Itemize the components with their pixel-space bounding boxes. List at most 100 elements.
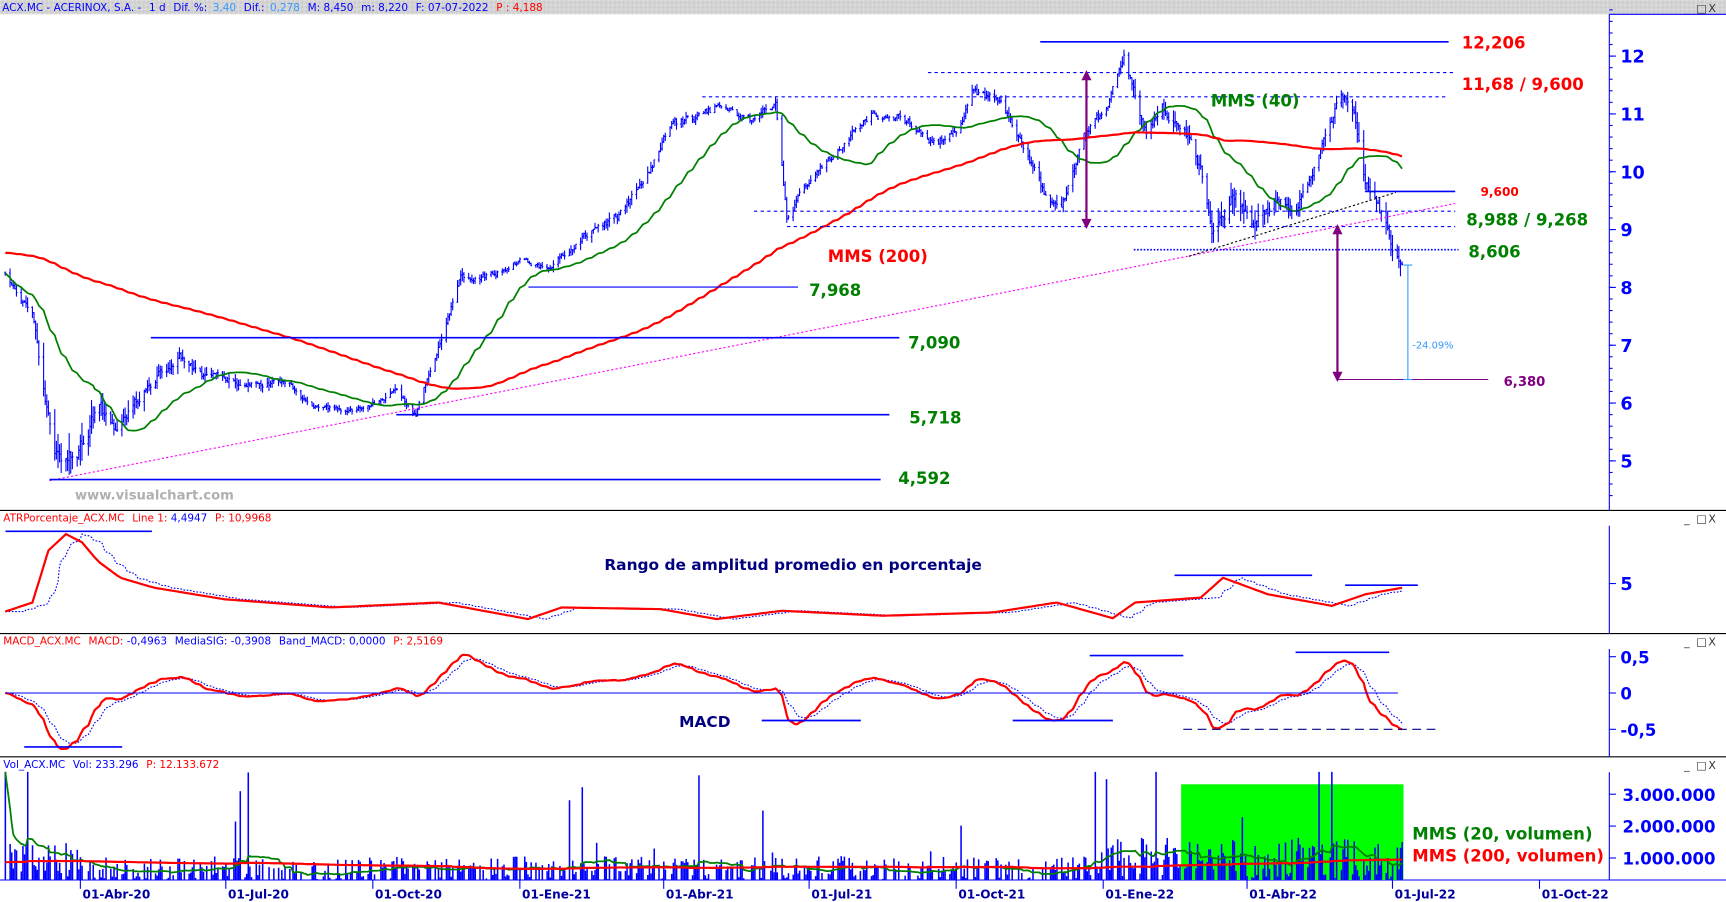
minimize-button[interactable]: _ — [1683, 636, 1690, 649]
minimize-button[interactable]: _ — [1683, 513, 1690, 526]
volume-bar — [202, 871, 205, 880]
volume-bar — [434, 860, 437, 880]
volume-bar — [1318, 771, 1320, 880]
maximize-button[interactable]: □ — [1696, 513, 1706, 526]
volume-bar — [1323, 874, 1325, 880]
volume-bar — [1008, 861, 1010, 880]
volume-bar — [953, 870, 956, 880]
volume-bar — [1265, 876, 1268, 880]
volume-bar — [22, 846, 24, 880]
volume-bar — [418, 869, 421, 880]
volume-bar — [984, 863, 986, 880]
volume-bar — [1027, 877, 1029, 880]
volume-bar — [973, 857, 975, 880]
volume-bar — [750, 865, 753, 880]
volume-bar — [797, 873, 799, 880]
level-label-4592: 4,592 — [898, 469, 950, 488]
close-button[interactable]: X — [1708, 636, 1716, 649]
price-axis-label: 6 — [1620, 395, 1632, 415]
volume-bar — [687, 862, 689, 880]
volume-bar — [98, 869, 101, 880]
close-button[interactable]: X — [1708, 513, 1716, 526]
volume-bar — [1052, 864, 1055, 880]
date-axis-label: 01-Abr-21 — [666, 888, 734, 902]
volume-bar — [842, 860, 844, 880]
volume-bar — [114, 877, 117, 880]
volume-bar — [468, 866, 470, 880]
date-axis-label: 01-Jul-20 — [228, 888, 289, 902]
volume-bar — [215, 873, 218, 880]
watermark: www.visualchart.com — [75, 488, 234, 503]
volume-bar — [607, 879, 609, 880]
vol-axis-label: 3.000.000 — [1623, 786, 1716, 805]
maximize-button[interactable]: □ — [1696, 636, 1706, 649]
black-trendline[interactable] — [1188, 191, 1396, 257]
volume-bar — [1123, 857, 1125, 880]
volume-bar — [429, 867, 432, 880]
maximize-button[interactable]: □ — [1696, 2, 1706, 15]
volume-bar — [626, 863, 628, 880]
volume-bar — [918, 878, 921, 880]
volume-bar — [12, 868, 15, 880]
volume-bar — [773, 872, 775, 880]
minimize-button[interactable]: _ — [1683, 759, 1690, 772]
volume-bar — [54, 845, 56, 880]
volume-bar — [391, 861, 393, 880]
volume-bar — [1139, 873, 1141, 880]
volume-bar — [864, 870, 866, 880]
volume-bar — [808, 867, 811, 880]
volume-bar — [594, 869, 596, 880]
measure-arrow-1[interactable] — [1081, 70, 1092, 230]
volume-bar — [188, 873, 190, 880]
volume-bar — [1230, 866, 1232, 880]
volume-bar — [1268, 868, 1271, 880]
volume-bar — [547, 864, 550, 880]
volume-bar — [1195, 868, 1197, 880]
volume-bar — [538, 866, 540, 880]
volume-bar — [357, 859, 360, 880]
volume-bar — [725, 870, 727, 880]
volume-bar — [881, 878, 884, 880]
volume-bar — [1005, 864, 1007, 880]
support-trendline[interactable] — [49, 202, 1456, 482]
date-axis-label: 01-Oct-22 — [1542, 888, 1609, 902]
level-label-8988: 8,988 / 9,268 — [1466, 211, 1588, 230]
minimize-button[interactable]: _ — [1683, 2, 1690, 15]
volume-bar — [1131, 867, 1133, 880]
volume-bar — [351, 860, 353, 880]
volume-bar — [552, 861, 555, 880]
volume-bar — [416, 864, 419, 880]
volume-bar — [659, 879, 662, 880]
percent-drop-arrow[interactable] — [1403, 264, 1413, 381]
volume-bar — [1100, 852, 1103, 880]
volume-bar — [680, 861, 683, 880]
volume-bar — [1255, 875, 1258, 880]
close-button[interactable]: X — [1708, 2, 1716, 15]
volume-bar — [158, 869, 160, 880]
volume-bar — [1233, 841, 1236, 880]
volume-bar — [33, 865, 35, 880]
volume-bar — [360, 876, 363, 880]
volume-bar — [1212, 869, 1215, 880]
volume-bar — [300, 872, 302, 880]
volume-bar — [671, 873, 673, 880]
volume-bar — [1134, 862, 1137, 880]
volume-bar — [49, 856, 51, 880]
volume-bar — [349, 872, 352, 880]
close-button[interactable]: X — [1708, 759, 1716, 772]
volume-bar — [127, 879, 130, 880]
volume-bar — [217, 868, 219, 880]
volume-bar — [314, 863, 317, 880]
volume-bar — [1401, 842, 1403, 880]
volume-bar — [586, 868, 588, 880]
maximize-button[interactable]: □ — [1696, 759, 1706, 772]
date-axis-label: 01-Abr-22 — [1249, 888, 1317, 902]
vol-axis-label: 2.000.000 — [1623, 818, 1716, 837]
volume-bar — [866, 860, 868, 880]
volume-bar — [929, 851, 932, 880]
volume-bar — [1032, 867, 1034, 880]
measure-arrow-2[interactable] — [1332, 224, 1343, 382]
volume-bar — [47, 845, 50, 880]
volume-bar — [885, 864, 887, 880]
volume-bar — [348, 879, 350, 880]
